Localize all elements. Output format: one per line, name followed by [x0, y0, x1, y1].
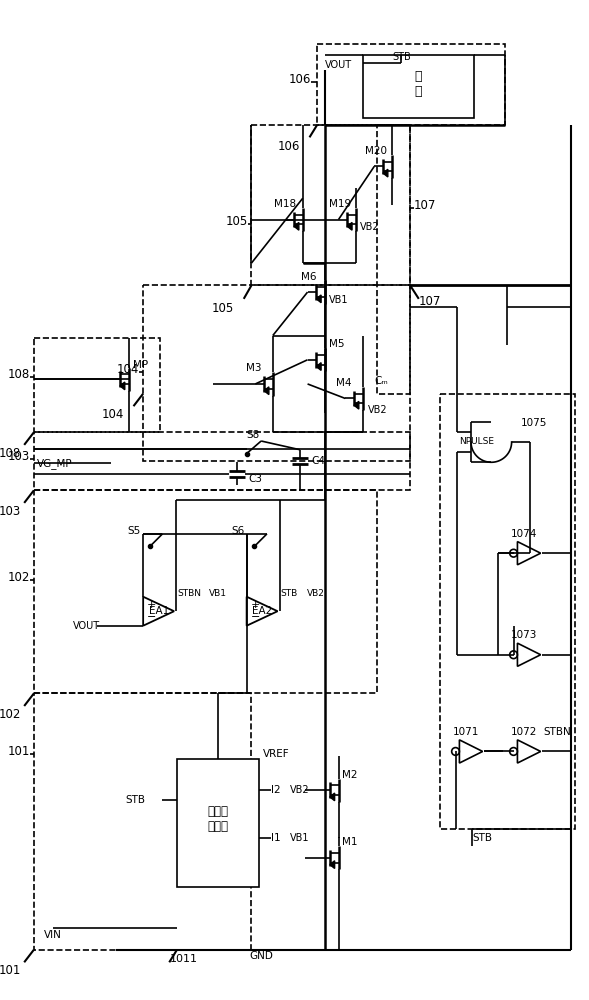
Text: STB: STB [280, 589, 297, 598]
Text: STBN: STBN [544, 727, 571, 737]
Text: M1: M1 [342, 837, 358, 847]
Text: VB2: VB2 [368, 405, 387, 415]
Text: M4: M4 [336, 378, 351, 388]
Text: 103: 103 [0, 505, 21, 518]
Text: 106: 106 [289, 73, 312, 86]
Text: VIN: VIN [44, 930, 61, 940]
Text: MP: MP [133, 360, 148, 370]
Text: VG_MP: VG_MP [37, 458, 72, 469]
Text: 102: 102 [8, 571, 30, 584]
Text: M6: M6 [301, 272, 316, 282]
Bar [177, 759, 259, 887]
Polygon shape [316, 363, 321, 370]
Text: I2: I2 [271, 785, 280, 795]
Polygon shape [383, 169, 388, 177]
Text: S8: S8 [247, 430, 260, 440]
Text: M3: M3 [246, 363, 261, 373]
Text: 103: 103 [8, 450, 30, 463]
Text: −: − [251, 612, 260, 622]
Text: STB: STB [392, 52, 411, 62]
Text: 105: 105 [226, 215, 247, 228]
Text: M19: M19 [329, 199, 351, 209]
Text: S6: S6 [231, 526, 244, 536]
Text: NPULSE: NPULSE [459, 437, 494, 446]
Bar [317, 44, 505, 125]
Text: 1073: 1073 [511, 630, 537, 640]
Text: 104: 104 [101, 408, 124, 421]
Text: 108: 108 [0, 447, 21, 460]
Text: 105: 105 [212, 302, 234, 315]
Text: M20: M20 [365, 146, 386, 156]
Polygon shape [348, 222, 352, 230]
Text: VOUT: VOUT [72, 621, 100, 631]
Text: M2: M2 [342, 770, 358, 780]
Text: 1075: 1075 [520, 418, 547, 428]
Text: VB2: VB2 [307, 589, 325, 598]
Polygon shape [294, 222, 299, 230]
Text: C4: C4 [312, 456, 326, 466]
Text: 负
载: 负 载 [414, 70, 422, 98]
Text: VB1: VB1 [329, 295, 348, 305]
Text: VREF: VREF [263, 749, 290, 759]
Text: 101: 101 [0, 964, 21, 977]
Text: VB2: VB2 [360, 222, 379, 232]
Bar [34, 432, 410, 490]
Bar [34, 693, 252, 950]
Text: VB1: VB1 [290, 833, 310, 843]
Text: 1011: 1011 [170, 954, 198, 964]
Text: VB2: VB2 [290, 785, 310, 795]
Polygon shape [354, 401, 359, 409]
Bar [143, 285, 410, 461]
Text: I1: I1 [271, 833, 280, 843]
Bar [363, 55, 474, 118]
Text: M5: M5 [329, 339, 345, 349]
Text: 102: 102 [0, 708, 21, 721]
Bar [34, 338, 160, 432]
Text: STB: STB [472, 833, 492, 843]
Text: +: + [251, 600, 260, 610]
Text: M18: M18 [274, 199, 296, 209]
Text: +: + [147, 600, 157, 610]
Text: C3: C3 [249, 474, 263, 484]
Bar [252, 125, 410, 285]
Text: EA2: EA2 [252, 606, 272, 616]
Polygon shape [264, 387, 269, 395]
Text: 106: 106 [277, 140, 300, 153]
Text: Cₘ: Cₘ [374, 376, 388, 386]
Text: 104: 104 [117, 363, 139, 376]
Text: STB: STB [125, 795, 145, 805]
Text: 1072: 1072 [511, 727, 537, 737]
Text: GND: GND [249, 951, 273, 961]
Text: 1074: 1074 [511, 529, 537, 539]
Text: VOUT: VOUT [325, 60, 352, 70]
Text: 带隙基
准模块: 带隙基 准模块 [207, 805, 228, 833]
Text: 1071: 1071 [453, 727, 479, 737]
Text: STBN: STBN [177, 589, 201, 598]
Text: 101: 101 [8, 745, 30, 758]
Bar [440, 394, 575, 829]
Text: −: − [147, 612, 157, 622]
Text: 107: 107 [414, 199, 436, 212]
Text: VB1: VB1 [209, 589, 227, 598]
Text: S5: S5 [127, 526, 140, 536]
Polygon shape [316, 295, 321, 303]
Polygon shape [330, 861, 335, 868]
Text: EA1: EA1 [148, 606, 169, 616]
Bar [377, 125, 410, 394]
Polygon shape [330, 793, 335, 801]
Text: 108: 108 [8, 368, 30, 381]
Bar [34, 490, 377, 693]
Text: 107: 107 [419, 295, 441, 308]
Polygon shape [120, 382, 125, 390]
